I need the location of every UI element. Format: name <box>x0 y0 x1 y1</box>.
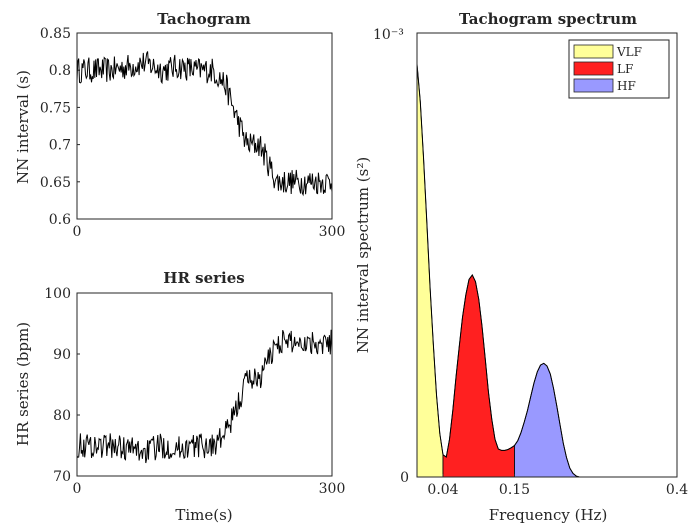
tachogram-ylabel: NN interval (s) <box>14 70 32 184</box>
legend-swatch-vlf <box>574 45 613 58</box>
hr-series-xtick-label: 300 <box>319 481 346 497</box>
tachogram-xtick-label: 300 <box>319 224 346 240</box>
spectrum-xtick-label: 0.4 <box>666 482 688 498</box>
hr-series-ytick-label: 70 <box>53 469 71 485</box>
tachogram-xtick-label: 0 <box>73 224 82 240</box>
tachogram-ytick-label: 0.65 <box>40 175 71 191</box>
tachogram-title: Tachogram <box>157 10 251 28</box>
hr-series-xlabel: Time(s) <box>175 506 232 524</box>
hr-series-ylabel: HR series (bpm) <box>14 322 32 446</box>
tachogram-ytick-label: 0.8 <box>49 63 71 79</box>
legend-label-vlf: VLF <box>616 45 642 59</box>
hr-series-ytick-label: 100 <box>44 286 71 302</box>
tachogram-ytick-label: 0.6 <box>49 212 71 228</box>
legend-swatch-hf <box>574 79 613 92</box>
spectrum-ytick-label: 0 <box>400 470 409 486</box>
legend-swatch-lf <box>574 62 613 75</box>
spectrum-ylabel: NN interval spectrum (s²) <box>354 157 372 353</box>
spectrum-title: Tachogram spectrum <box>459 10 637 28</box>
spectrum-xtick-label: 0.04 <box>427 482 458 498</box>
spectrum-legend: VLF LF HF <box>569 40 669 98</box>
spectrum-y-multiplier: 10⁻³ <box>373 27 404 43</box>
tachogram-ytick-label: 0.75 <box>40 100 71 116</box>
spectrum-xtick-label: 0.15 <box>499 482 530 498</box>
legend-label-lf: LF <box>617 62 633 76</box>
tachogram-ytick-label: 0.85 <box>40 26 71 42</box>
tachogram-ytick-label: 0.7 <box>49 138 71 154</box>
hr-series-title: HR series <box>163 269 244 287</box>
hr-series-ytick-label: 80 <box>53 408 71 424</box>
legend-label-hf: HF <box>617 79 636 93</box>
hr-series-ytick-label: 90 <box>53 347 71 363</box>
spectrum-xlabel: Frequency (Hz) <box>489 506 608 524</box>
hr-series-xtick-label: 0 <box>73 481 82 497</box>
